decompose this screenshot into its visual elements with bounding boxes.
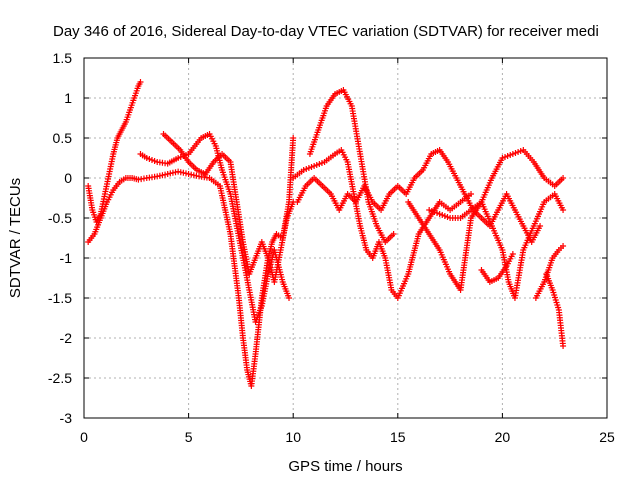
data-point — [560, 343, 567, 349]
data-point — [300, 167, 307, 173]
y-tick-label: -1 — [60, 250, 73, 266]
series-5 — [306, 87, 397, 245]
data-point — [316, 161, 323, 167]
series-8 — [426, 191, 567, 301]
data-point — [502, 154, 509, 160]
data-point — [146, 156, 153, 162]
data-point — [428, 208, 435, 214]
data-point — [507, 152, 514, 158]
chart-title: Day 346 of 2016, Sidereal Day-to-day VTE… — [53, 23, 599, 40]
data-point — [305, 165, 312, 171]
series-9 — [478, 251, 516, 285]
data-point — [148, 157, 155, 163]
data-point — [439, 212, 446, 218]
data-point — [444, 214, 451, 220]
series-6 — [294, 147, 544, 245]
y-tick-label: 1.5 — [53, 50, 73, 66]
data-point — [468, 191, 475, 197]
data-point — [499, 155, 506, 161]
y-tick-label: -0.5 — [48, 210, 72, 226]
plot-frame — [83, 57, 608, 419]
data-point — [515, 149, 522, 155]
data-point — [517, 148, 524, 154]
y-tick-label: -2 — [60, 330, 73, 346]
x-tick-label: 15 — [390, 429, 406, 445]
data-point — [286, 295, 293, 301]
data-point — [426, 207, 433, 213]
series-1 — [85, 135, 297, 389]
data-point — [431, 209, 438, 215]
data-point — [137, 79, 144, 85]
series-0 — [85, 79, 144, 225]
series-11 — [543, 271, 567, 349]
data-point — [441, 213, 448, 219]
x-tick-label: 0 — [80, 429, 88, 445]
y-tick-label: -2.5 — [48, 370, 72, 386]
data-point — [151, 158, 158, 164]
data-point — [512, 150, 519, 156]
series-7 — [405, 147, 567, 293]
x-tick-label: 20 — [495, 429, 511, 445]
series-4 — [290, 147, 475, 301]
data-point — [308, 164, 315, 170]
data-point — [509, 251, 516, 257]
data-point — [560, 207, 567, 213]
data-point — [313, 162, 320, 168]
data-point — [175, 155, 182, 161]
data-point — [303, 166, 310, 172]
y-tick-label: -1.5 — [48, 290, 72, 306]
data-point — [436, 211, 443, 217]
data-point — [390, 231, 397, 237]
data-point — [560, 243, 567, 249]
data-point — [318, 160, 325, 166]
x-tick-label: 5 — [185, 429, 193, 445]
data-point — [560, 175, 567, 181]
x-tick-label: 25 — [599, 429, 615, 445]
x-axis-label: GPS time / hours — [288, 458, 402, 475]
y-tick-label: 0.5 — [53, 130, 73, 146]
data-point — [434, 210, 441, 216]
data-point — [504, 153, 511, 159]
series-10 — [532, 243, 567, 301]
y-tick-label: 0 — [64, 170, 72, 186]
data-point — [537, 223, 544, 229]
y-axis-label: SDTVAR / TECUs — [7, 178, 24, 298]
data-point — [143, 155, 150, 161]
y-tick-label: -3 — [60, 410, 73, 426]
y-tick-label: 1 — [64, 90, 72, 106]
series-3 — [160, 131, 297, 285]
data-point — [290, 135, 297, 141]
points-layer — [85, 79, 567, 389]
data-point — [509, 151, 516, 157]
data-point — [311, 163, 318, 169]
x-tick-label: 10 — [285, 429, 301, 445]
tick-layer: 0 5 10 15 20 25 -3 -2.5 -2 -1.5 -1 -0.5 0 0.5 1 1.5 — [48, 50, 615, 445]
